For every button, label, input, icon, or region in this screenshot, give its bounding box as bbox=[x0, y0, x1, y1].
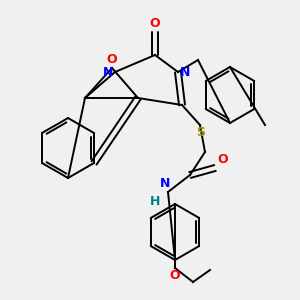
Text: N: N bbox=[103, 65, 113, 79]
Text: O: O bbox=[150, 17, 160, 30]
Text: O: O bbox=[170, 269, 180, 282]
Text: H: H bbox=[150, 195, 160, 208]
Text: O: O bbox=[107, 53, 117, 66]
Text: N: N bbox=[180, 65, 190, 79]
Text: O: O bbox=[217, 153, 228, 166]
Text: N: N bbox=[160, 177, 170, 190]
Text: S: S bbox=[196, 126, 206, 139]
